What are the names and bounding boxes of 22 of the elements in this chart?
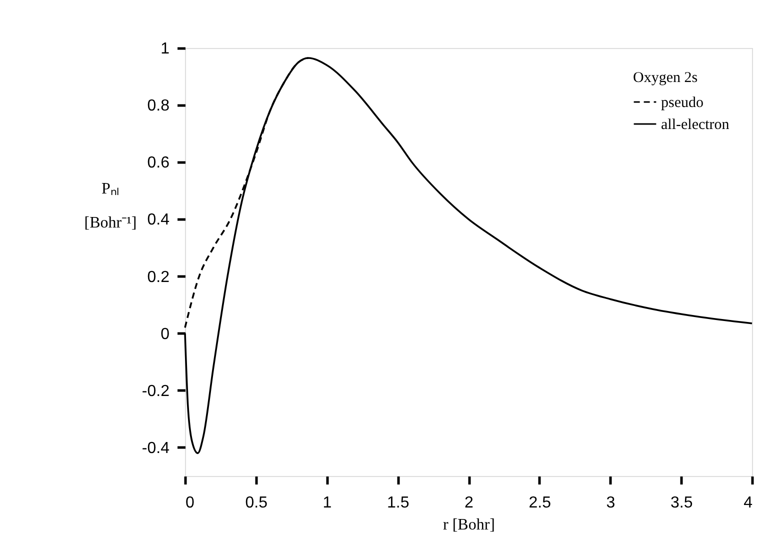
y-tick-label: 0 — [160, 326, 170, 343]
y-axis-title: Pₙₗ [Bohr⁻¹] — [84, 180, 137, 232]
x-tick-label: 3 — [606, 494, 616, 512]
y-tick-label: -0.2 — [142, 382, 170, 400]
y-tick-label: 0.2 — [147, 268, 170, 286]
y-tick-label: 0.6 — [147, 154, 170, 172]
y-tick-label: 1 — [160, 40, 170, 58]
legend-label: all-electron — [661, 117, 730, 133]
legend-label: pseudo — [661, 95, 704, 111]
y-tick-label: -0.4 — [142, 440, 170, 457]
x-tick-label: 4 — [744, 494, 753, 512]
x-tick-label: 0 — [186, 494, 194, 512]
x-tick-label: 3.5 — [670, 494, 693, 512]
x-tick-label: 1 — [322, 494, 332, 512]
x-tick-label: 2.5 — [528, 494, 552, 512]
x-axis-title: r [Bohr] — [443, 516, 495, 534]
legend-title: Oxygen 2s — [633, 70, 698, 86]
x-tick-label: 0.5 — [245, 494, 268, 512]
x-tick-label: 2 — [464, 494, 474, 512]
y-tick-label: 0.4 — [147, 212, 170, 229]
y-tick-label: 0.8 — [147, 98, 170, 115]
x-tick-label: 1.5 — [387, 494, 410, 512]
